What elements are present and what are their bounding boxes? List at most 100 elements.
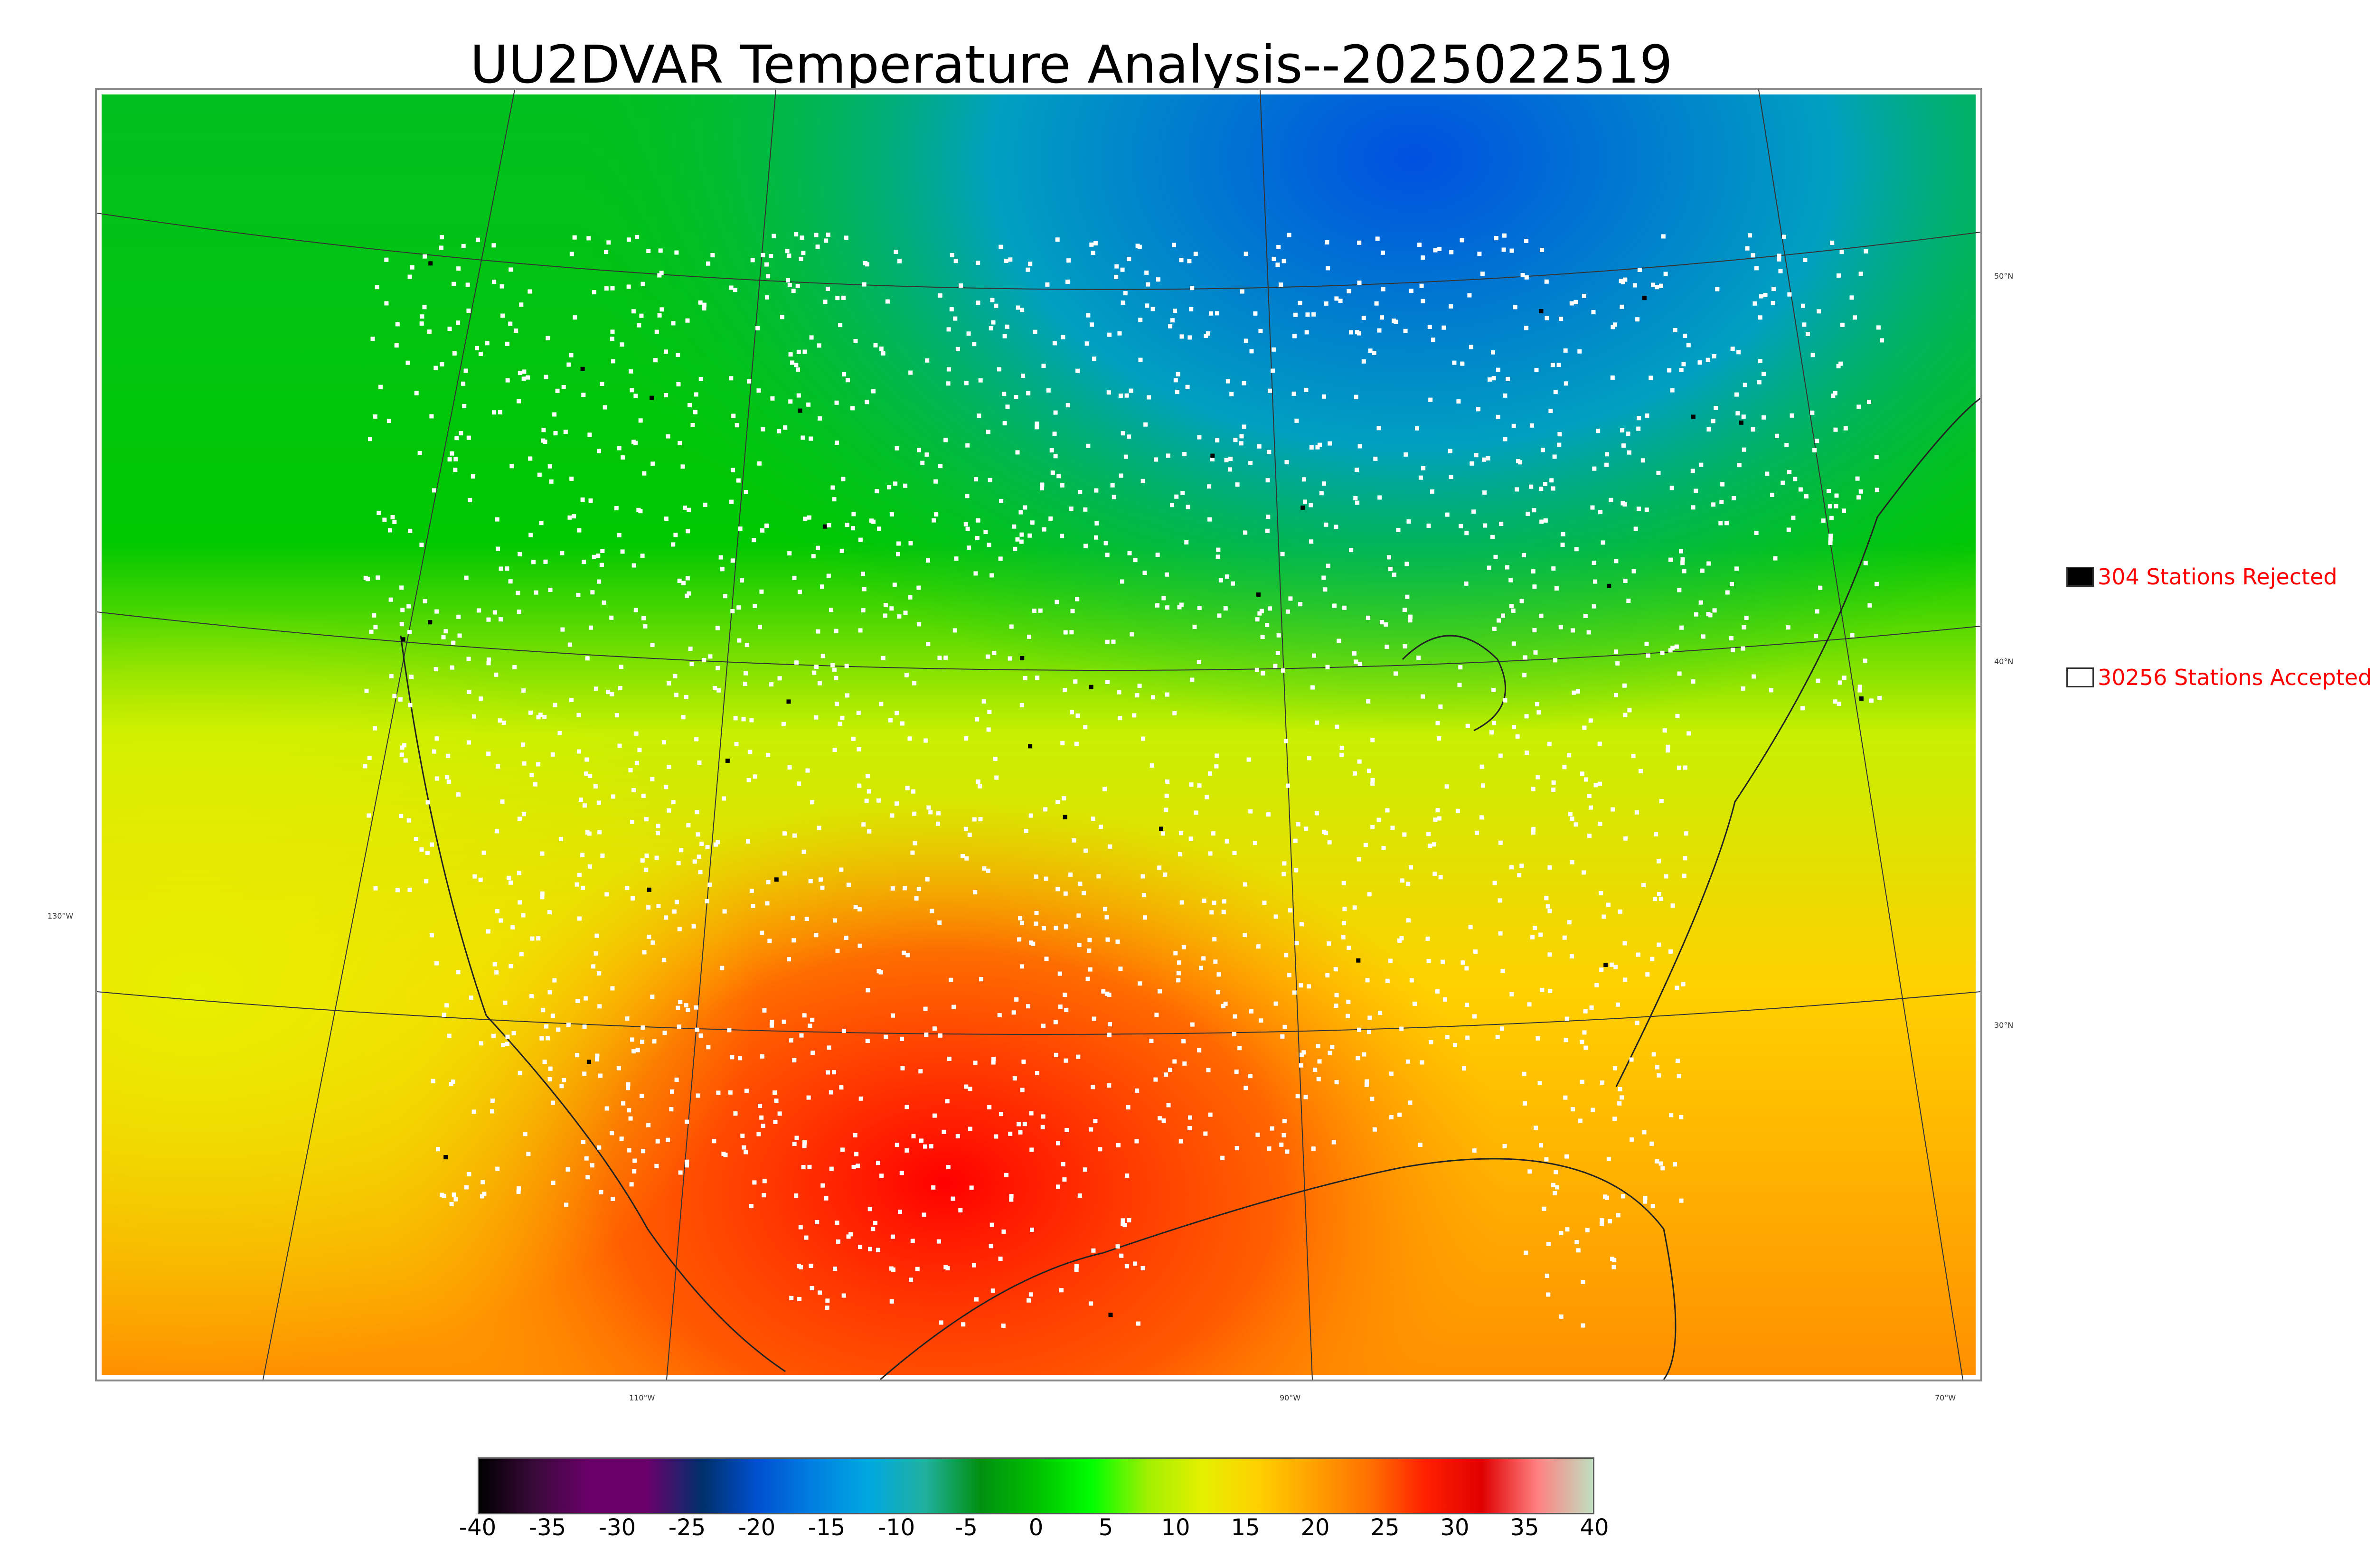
station-marker bbox=[1233, 438, 1238, 442]
station-marker bbox=[1857, 688, 1862, 693]
station-marker bbox=[639, 313, 644, 318]
station-marker bbox=[1674, 644, 1679, 649]
station-marker bbox=[1793, 477, 1798, 481]
station-marker bbox=[1599, 891, 1603, 896]
station-marker bbox=[1337, 638, 1341, 643]
station-marker bbox=[1017, 1122, 1021, 1127]
station-marker bbox=[696, 1093, 700, 1098]
station-marker bbox=[410, 265, 415, 270]
station-marker bbox=[486, 657, 491, 662]
station-marker bbox=[1159, 826, 1163, 831]
station-marker bbox=[514, 329, 518, 333]
station-marker bbox=[627, 1148, 631, 1153]
station-marker bbox=[472, 874, 477, 879]
station-marker bbox=[672, 909, 677, 914]
station-marker bbox=[1570, 954, 1574, 958]
station-marker bbox=[1828, 537, 1833, 542]
station-marker bbox=[1417, 243, 1422, 247]
station-marker bbox=[1611, 807, 1615, 812]
station-marker bbox=[490, 1099, 495, 1103]
station-marker bbox=[936, 811, 941, 816]
station-marker bbox=[485, 341, 490, 346]
station-marker bbox=[1057, 971, 1062, 976]
station-marker bbox=[926, 558, 930, 563]
station-marker bbox=[521, 913, 526, 918]
station-marker bbox=[926, 642, 931, 647]
station-marker bbox=[500, 799, 505, 804]
station-marker bbox=[991, 320, 996, 325]
station-marker bbox=[1120, 579, 1124, 584]
station-marker bbox=[842, 372, 847, 376]
station-marker bbox=[1539, 309, 1544, 313]
station-marker bbox=[653, 358, 658, 363]
station-marker bbox=[469, 995, 473, 1000]
station-marker bbox=[1754, 531, 1759, 535]
station-marker bbox=[422, 305, 427, 310]
station-marker bbox=[518, 371, 522, 376]
station-marker bbox=[1353, 771, 1357, 776]
station-marker bbox=[616, 1066, 621, 1070]
station-marker bbox=[641, 1149, 646, 1154]
station-marker bbox=[466, 435, 471, 440]
station-marker bbox=[797, 781, 801, 786]
station-marker bbox=[399, 622, 404, 627]
station-marker bbox=[1190, 1022, 1195, 1027]
station-marker bbox=[999, 498, 1004, 503]
station-marker bbox=[677, 927, 682, 931]
station-marker bbox=[569, 476, 574, 481]
station-marker bbox=[862, 587, 867, 592]
station-marker bbox=[1349, 548, 1354, 553]
station-marker bbox=[1015, 537, 1020, 542]
station-marker bbox=[686, 529, 690, 534]
station-marker bbox=[1505, 565, 1509, 570]
station-marker bbox=[1559, 1314, 1564, 1319]
station-marker bbox=[1380, 620, 1385, 625]
station-marker bbox=[1748, 233, 1752, 238]
station-marker bbox=[1276, 244, 1281, 249]
station-marker bbox=[792, 1058, 797, 1062]
station-marker bbox=[760, 930, 764, 935]
station-marker bbox=[1833, 427, 1838, 432]
station-marker bbox=[547, 990, 552, 995]
station-marker bbox=[442, 1013, 446, 1017]
station-marker bbox=[744, 1150, 748, 1155]
station-marker bbox=[407, 630, 412, 635]
colorbar-tick: 20 bbox=[1300, 1514, 1330, 1541]
station-marker bbox=[834, 400, 839, 405]
station-marker bbox=[1531, 830, 1536, 835]
station-marker bbox=[1133, 558, 1138, 563]
station-marker bbox=[1580, 1080, 1584, 1084]
station-marker bbox=[657, 313, 662, 318]
station-marker bbox=[546, 1036, 550, 1041]
station-marker bbox=[851, 736, 856, 741]
station-marker bbox=[904, 673, 909, 677]
station-marker bbox=[1040, 486, 1045, 490]
station-marker bbox=[1121, 300, 1125, 305]
station-marker bbox=[1544, 279, 1549, 284]
station-marker bbox=[1090, 322, 1094, 327]
station-marker bbox=[1118, 716, 1122, 721]
station-marker bbox=[1237, 1046, 1242, 1051]
station-marker bbox=[652, 1039, 657, 1044]
station-marker bbox=[1730, 582, 1734, 586]
station-marker bbox=[1623, 277, 1628, 282]
station-marker bbox=[978, 378, 983, 383]
station-marker bbox=[1012, 524, 1017, 529]
station-marker bbox=[887, 485, 892, 489]
station-marker bbox=[1279, 282, 1283, 287]
station-marker bbox=[1515, 487, 1519, 492]
station-marker bbox=[777, 1111, 782, 1116]
station-marker bbox=[1046, 388, 1051, 393]
station-marker bbox=[1771, 300, 1775, 305]
station-marker bbox=[1564, 381, 1568, 386]
station-marker bbox=[1004, 1173, 1008, 1177]
station-marker bbox=[1859, 696, 1864, 701]
station-marker bbox=[1307, 984, 1311, 989]
station-marker bbox=[1743, 383, 1747, 387]
station-marker bbox=[903, 610, 908, 615]
station-marker bbox=[1581, 1323, 1585, 1328]
station-marker bbox=[507, 875, 511, 880]
station-marker bbox=[1741, 686, 1745, 691]
station-marker bbox=[1663, 272, 1668, 276]
lat-label-40: 40°N bbox=[1994, 657, 2014, 666]
